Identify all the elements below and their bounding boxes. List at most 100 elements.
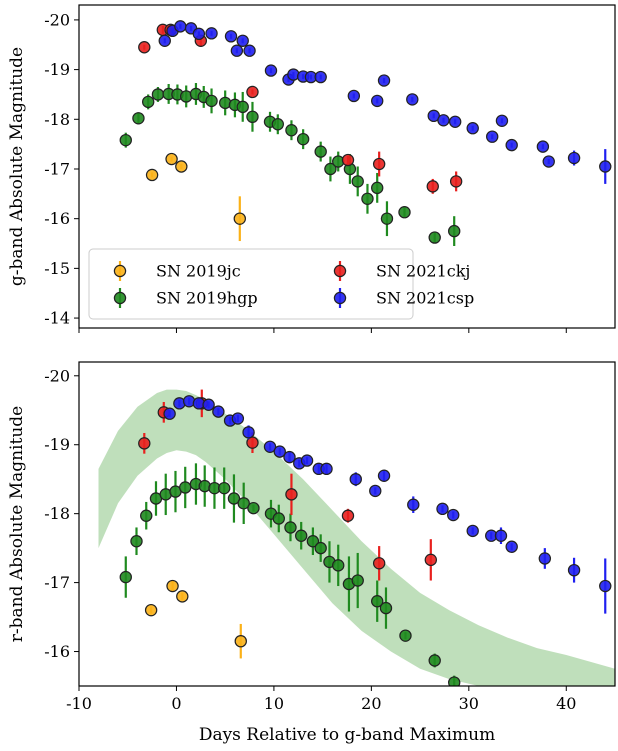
- data-point: [379, 601, 393, 615]
- data-point: [486, 130, 499, 143]
- data-point: [505, 138, 518, 152]
- data-point: [377, 469, 391, 482]
- data-point: [300, 454, 314, 467]
- data-point: [202, 398, 215, 411]
- data-point: [448, 224, 461, 238]
- data-point: [263, 440, 277, 453]
- legend-item: SN 2019hgp: [113, 288, 258, 308]
- legend: SN 2019jc SN 2019hgp SN 2021ckj SN 2021csp: [88, 248, 474, 320]
- data-point: [372, 557, 386, 570]
- data-point: [324, 162, 337, 176]
- data-point: [233, 212, 246, 225]
- data-point: [205, 27, 218, 40]
- series-sn-2021csp: [163, 395, 612, 614]
- data-point: [283, 450, 296, 464]
- data-point: [272, 512, 285, 525]
- data-point: [218, 481, 231, 495]
- data-point: [165, 152, 178, 166]
- data-point: [246, 110, 259, 124]
- data-point: [130, 535, 143, 548]
- data-point: [428, 654, 441, 667]
- data-point: [448, 676, 461, 686]
- data-point: [371, 181, 384, 195]
- y-tick-label: -17: [44, 573, 70, 592]
- data-point: [176, 590, 189, 603]
- data-point: [347, 89, 361, 103]
- data-point: [406, 93, 419, 106]
- data-point: [599, 160, 612, 173]
- data-point: [271, 118, 285, 131]
- data-point: [399, 629, 412, 642]
- series-sn-2019hgp: [119, 83, 461, 247]
- legend-label: SN 2021csp: [376, 289, 474, 308]
- y-tick-label: -16: [44, 209, 70, 228]
- data-point: [466, 122, 479, 135]
- data-point: [247, 501, 260, 515]
- legend-marker: [333, 264, 347, 278]
- x-tick-label: 40: [556, 694, 576, 713]
- data-point: [158, 34, 171, 47]
- data-point: [224, 30, 238, 43]
- data-point: [285, 488, 298, 501]
- data-point: [398, 206, 411, 219]
- legend-box: [88, 248, 414, 320]
- data-point: [119, 133, 132, 147]
- data-point: [227, 492, 241, 505]
- data-point: [361, 192, 374, 205]
- data-point: [242, 426, 255, 439]
- data-point: [424, 553, 438, 567]
- data-point: [407, 498, 420, 511]
- data-point: [536, 140, 550, 153]
- legend-label: SN 2019hgp: [156, 289, 258, 308]
- data-point: [174, 20, 187, 33]
- plot-area: [119, 20, 612, 247]
- g-band-panel: -20 -19 -18 -17 -16 -15 -14 g-band Absolute Mag…: [7, 4, 616, 333]
- data-point: [231, 412, 245, 425]
- y-tick-label: -20: [44, 366, 70, 385]
- data-point: [449, 175, 463, 188]
- data-point: [144, 603, 158, 617]
- data-point: [296, 132, 310, 146]
- data-point: [351, 574, 364, 587]
- data-point: [314, 145, 327, 158]
- data-point: [372, 157, 386, 171]
- y-axis-label: g-band Absolute Magnitude: [7, 47, 27, 286]
- data-point: [599, 579, 612, 593]
- data-point: [314, 541, 327, 555]
- y-tick-label: -20: [44, 10, 70, 29]
- data-point: [285, 124, 298, 137]
- legend-marker: [113, 291, 127, 305]
- data-point: [138, 437, 151, 450]
- y-tick-label: -19: [44, 60, 70, 79]
- legend-item: SN 2021ckj: [333, 261, 470, 281]
- legend-label: SN 2019jc: [156, 262, 241, 281]
- data-point: [437, 114, 450, 127]
- data-point: [212, 405, 225, 418]
- data-point: [314, 70, 327, 84]
- plot-area: [98, 389, 615, 686]
- data-point: [132, 112, 145, 125]
- data-point: [151, 88, 165, 101]
- y-tick-label: -18: [44, 110, 70, 129]
- data-point: [567, 563, 581, 577]
- data-point: [341, 509, 355, 522]
- y-tick-label: -18: [44, 504, 70, 523]
- model-band: [98, 389, 615, 686]
- x-tick-label: -10: [66, 694, 92, 713]
- y-tick-label: -17: [44, 159, 70, 178]
- data-point: [205, 94, 218, 108]
- data-point: [495, 114, 509, 127]
- data-point: [448, 115, 462, 128]
- y-tick-label: -15: [44, 259, 70, 278]
- data-point: [294, 529, 308, 542]
- x-tick-label: 30: [459, 694, 479, 713]
- data-point: [273, 445, 286, 458]
- y-tick-label: -16: [44, 642, 70, 661]
- r-band-panel: -10 0 10 20 30 40 -20 -19 -18 -17 -16 r-band Absolu…: [7, 361, 616, 745]
- series-sn-2021ckj: [138, 23, 463, 194]
- data-point: [349, 472, 362, 486]
- data-point: [426, 180, 439, 193]
- data-point: [145, 168, 159, 182]
- legend-marker: [333, 291, 347, 305]
